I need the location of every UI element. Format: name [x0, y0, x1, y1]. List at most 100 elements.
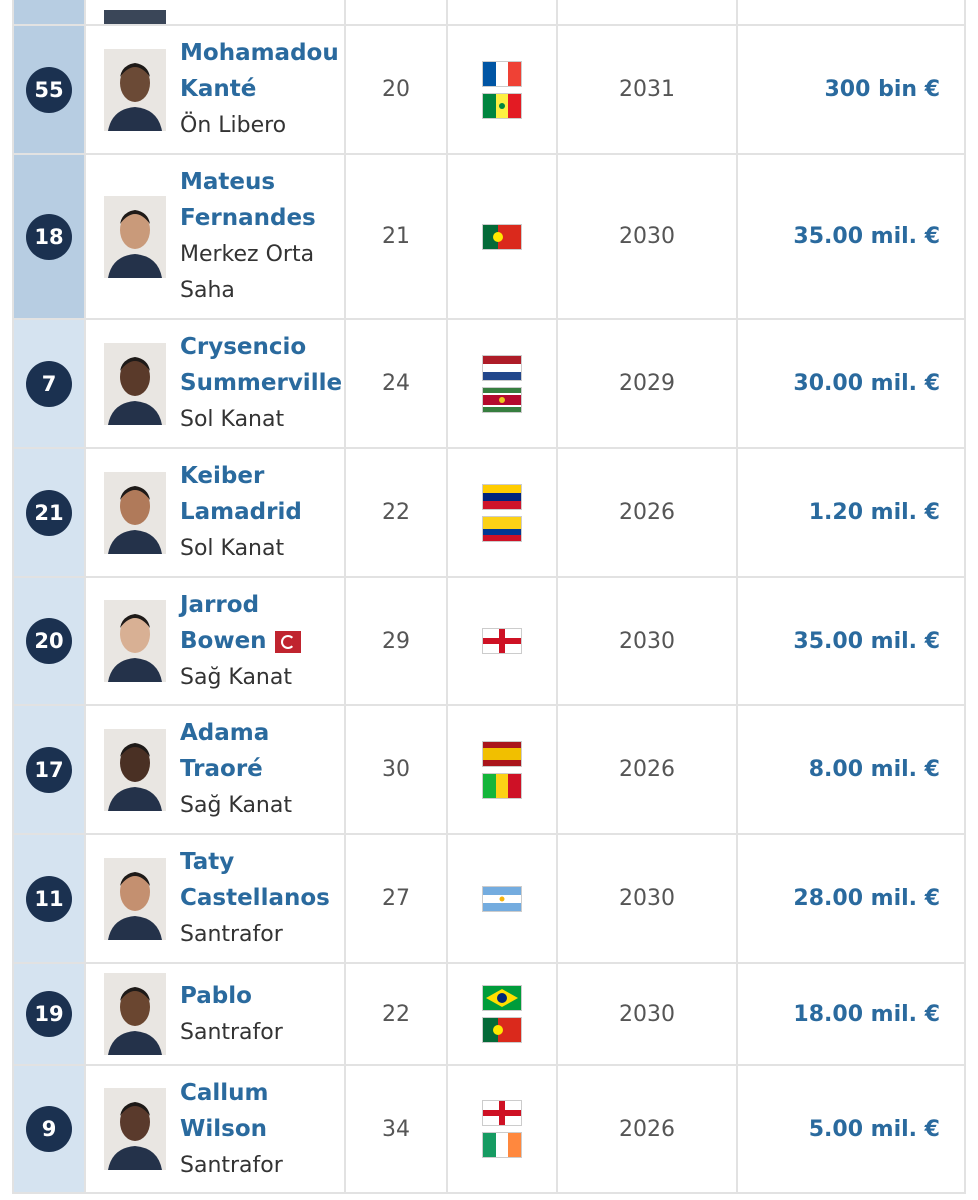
shirt-number: 17 [26, 746, 72, 793]
cell [448, 0, 556, 24]
age: 22 [346, 449, 446, 576]
age: 21 [346, 155, 446, 318]
player-photo [104, 600, 166, 682]
cell [558, 0, 736, 24]
player-text: Pablo Santrafor [180, 978, 344, 1051]
photo-art [104, 973, 166, 1055]
photo-art [104, 342, 166, 425]
age: 29 [346, 578, 446, 704]
contract: 2026 [558, 449, 736, 576]
number-cell: 11 [14, 835, 84, 962]
flag [482, 354, 522, 381]
player-row: 21 Keiber Lamadrid Sol Kanat 22 2026 1.20 mil… [14, 449, 964, 576]
market-value[interactable]: 5.00 mil. € [738, 1066, 964, 1192]
captain-icon [274, 630, 301, 653]
nationality [448, 835, 556, 962]
contract: 2030 [558, 964, 736, 1064]
number-cell: 7 [14, 320, 84, 447]
player-photo [104, 195, 166, 278]
flag [482, 483, 522, 510]
player-name[interactable]: Mateus Fernandes [180, 169, 316, 231]
cell [738, 0, 964, 24]
player-text: Callum Wilson Santrafor [180, 1075, 344, 1184]
market-value[interactable]: 30.00 mil. € [738, 320, 964, 447]
shirt-number: 55 [26, 66, 72, 113]
flag [482, 628, 522, 654]
flag [482, 985, 522, 1011]
player-cell: Crysencio Summerville Sol Kanat [86, 320, 344, 447]
age: 20 [346, 26, 446, 153]
player-name[interactable]: Pablo [180, 982, 252, 1009]
number-cell: 9 [14, 1066, 84, 1192]
player-name[interactable]: Crysencio Summerville [180, 334, 343, 396]
flag [482, 772, 522, 799]
number-cell: 55 [14, 26, 84, 153]
player-cell: Mohamadou Kanté Ön Libero [86, 26, 344, 153]
player-position: Santrafor [180, 1019, 283, 1045]
partial-row [14, 0, 964, 24]
cell [86, 0, 344, 24]
player-position: Merkez Orta Saha [180, 242, 315, 303]
player-cell: Keiber Lamadrid Sol Kanat [86, 449, 344, 576]
cell [14, 0, 84, 24]
player-row: 7 Crysencio Summerville Sol Kanat 24 2029 30.… [14, 320, 964, 447]
player-name[interactable]: Mohamadou Kanté [180, 40, 339, 102]
flag [482, 1100, 522, 1126]
player-text: Crysencio Summerville Sol Kanat [180, 329, 344, 438]
age: 34 [346, 1066, 446, 1192]
age: 30 [346, 706, 446, 833]
player-text: Mohamadou Kanté Ön Libero [180, 35, 344, 144]
player-cell: Mateus Fernandes Merkez Orta Saha [86, 155, 344, 318]
player-name[interactable]: Adama Traoré [180, 720, 270, 782]
flag [482, 740, 522, 767]
contract: 2030 [558, 155, 736, 318]
photo-art [104, 600, 166, 682]
market-value[interactable]: 35.00 mil. € [738, 578, 964, 704]
player-photo [104, 973, 166, 1055]
market-value[interactable]: 18.00 mil. € [738, 964, 964, 1064]
nationality [448, 964, 556, 1064]
market-value[interactable]: 35.00 mil. € [738, 155, 964, 318]
flag [482, 515, 522, 542]
player-row: 9 Callum Wilson Santrafor 34 2026 5.00 mil. € [14, 1066, 964, 1192]
player-name[interactable]: Jarrod Bowen [180, 591, 267, 654]
player-photo [104, 471, 166, 554]
flag [482, 223, 522, 250]
player-name[interactable]: Taty Castellanos [180, 849, 330, 911]
shirt-number: 7 [26, 360, 72, 407]
player-row: 17 Adama Traoré Sağ Kanat 30 2026 8.00 mil. € [14, 706, 964, 833]
player-photo [104, 857, 166, 940]
player-name[interactable]: Callum Wilson [180, 1079, 269, 1142]
flag [482, 92, 522, 119]
player-position: Ön Libero [180, 113, 287, 138]
market-value[interactable]: 8.00 mil. € [738, 706, 964, 833]
age: 27 [346, 835, 446, 962]
shirt-number: 21 [26, 489, 72, 536]
shirt-number: 9 [26, 1106, 72, 1152]
photo-art [104, 48, 166, 131]
market-value[interactable]: 1.20 mil. € [738, 449, 964, 576]
nationality [448, 706, 556, 833]
flag [482, 885, 522, 912]
market-value[interactable]: 300 bin € [738, 26, 964, 153]
player-text: Taty Castellanos Santrafor [180, 844, 344, 953]
player-photo [104, 10, 166, 24]
age: 22 [346, 964, 446, 1064]
player-cell: Adama Traoré Sağ Kanat [86, 706, 344, 833]
player-position: Santrafor [180, 1152, 283, 1178]
player-photo [104, 1088, 166, 1170]
player-name[interactable]: Keiber Lamadrid [180, 463, 302, 525]
player-text: Adama Traoré Sağ Kanat [180, 715, 344, 824]
photo-art [104, 195, 166, 278]
shirt-number: 20 [26, 618, 72, 664]
player-photo [104, 48, 166, 131]
player-position: Santrafor [180, 922, 283, 947]
contract: 2029 [558, 320, 736, 447]
player-photo [104, 342, 166, 425]
photo-art [104, 857, 166, 940]
market-value[interactable]: 28.00 mil. € [738, 835, 964, 962]
contract: 2031 [558, 26, 736, 153]
player-cell: Taty Castellanos Santrafor [86, 835, 344, 962]
shirt-number: 18 [26, 213, 72, 260]
